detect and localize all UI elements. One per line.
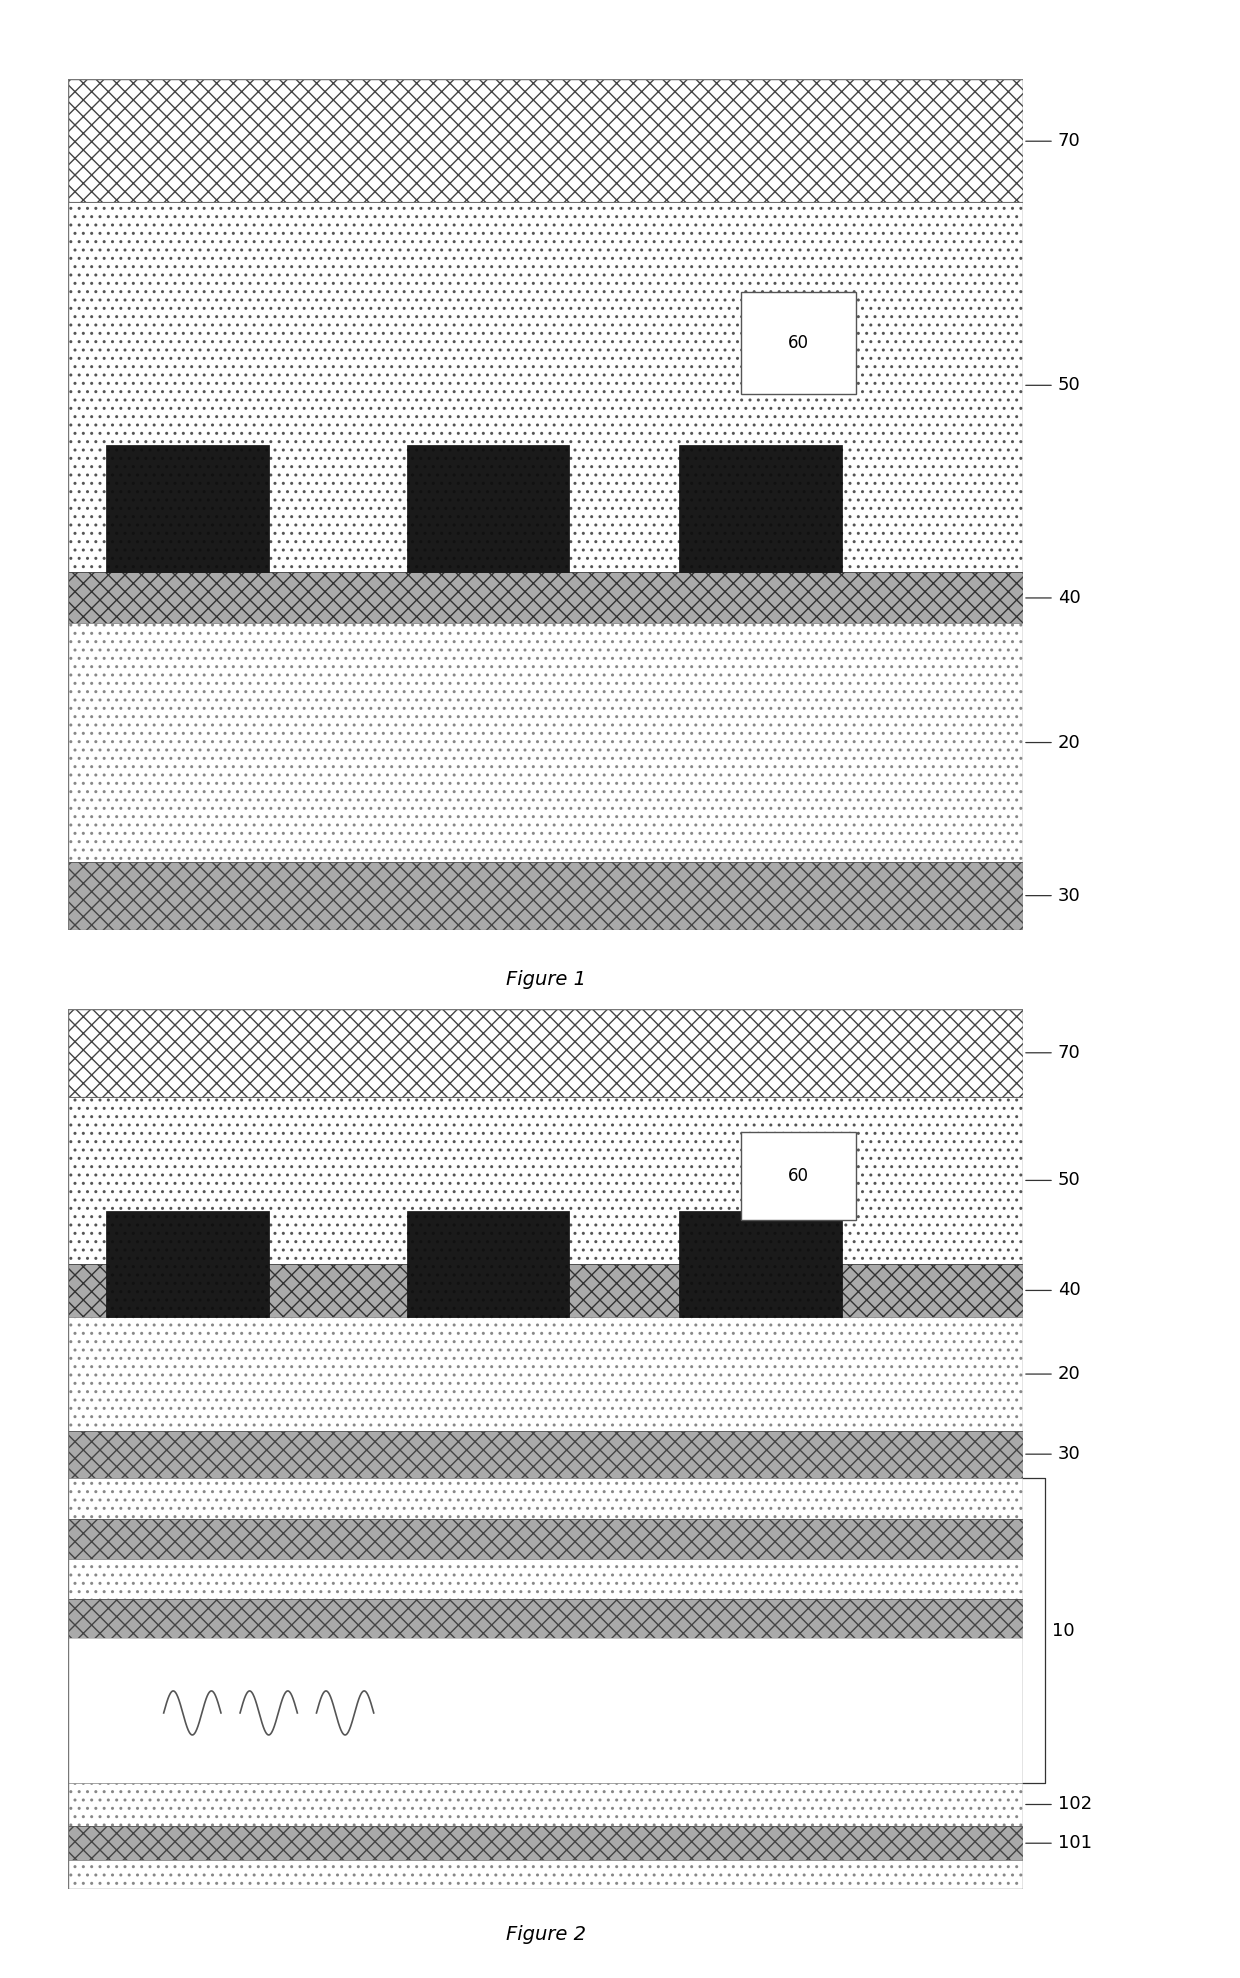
Bar: [68, 1859, 1023, 1889]
Text: 20: 20: [1058, 1365, 1080, 1383]
Bar: [68, 1317, 1023, 1432]
Text: 60: 60: [789, 1167, 810, 1185]
Text: 70: 70: [1058, 133, 1080, 150]
Bar: [68, 1784, 1023, 1826]
Bar: [680, 1211, 842, 1317]
Text: 102: 102: [1058, 1796, 1092, 1814]
Bar: [107, 1211, 269, 1317]
Bar: [68, 1096, 1023, 1264]
Text: 70: 70: [1058, 1044, 1080, 1062]
Text: 10: 10: [1052, 1622, 1074, 1640]
Text: 101: 101: [1058, 1834, 1091, 1851]
FancyBboxPatch shape: [742, 1131, 856, 1220]
Bar: [68, 623, 1023, 862]
Text: 50: 50: [1058, 1171, 1080, 1189]
Bar: [107, 445, 269, 572]
Text: 50: 50: [1058, 376, 1080, 394]
Bar: [68, 862, 1023, 930]
Text: 60: 60: [789, 334, 810, 352]
Bar: [68, 1264, 1023, 1317]
Bar: [68, 202, 1023, 572]
Bar: [68, 1598, 1023, 1638]
FancyBboxPatch shape: [742, 291, 856, 394]
Text: 40: 40: [1058, 1282, 1080, 1300]
Text: 30: 30: [1058, 1446, 1080, 1464]
Text: 20: 20: [1058, 734, 1080, 752]
Text: 30: 30: [1058, 886, 1080, 904]
Bar: [407, 445, 569, 572]
Bar: [68, 1638, 1023, 1784]
Bar: [68, 572, 1023, 623]
Text: Figure 1: Figure 1: [506, 969, 585, 989]
Bar: [68, 79, 1023, 202]
Text: Figure 2: Figure 2: [506, 1925, 585, 1944]
Bar: [680, 445, 842, 572]
Bar: [68, 1559, 1023, 1598]
Bar: [68, 1432, 1023, 1478]
Bar: [68, 1478, 1023, 1519]
Bar: [407, 1211, 569, 1317]
Bar: [68, 1826, 1023, 1859]
Bar: [68, 1009, 1023, 1096]
Bar: [68, 1519, 1023, 1559]
Text: 40: 40: [1058, 589, 1080, 607]
